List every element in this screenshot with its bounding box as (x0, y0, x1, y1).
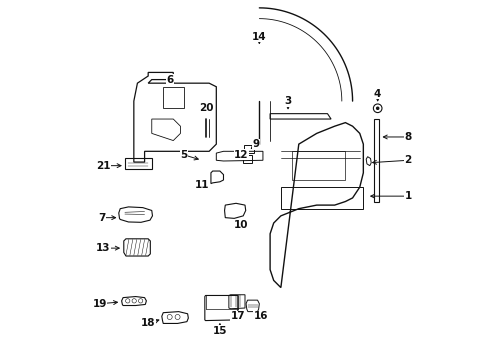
Text: 12: 12 (234, 150, 248, 160)
Text: 11: 11 (195, 180, 209, 190)
Text: 19: 19 (93, 299, 107, 309)
Text: 15: 15 (213, 325, 227, 336)
Text: 17: 17 (230, 311, 245, 321)
Text: 13: 13 (96, 243, 111, 253)
Text: 10: 10 (234, 220, 248, 230)
Text: 7: 7 (98, 213, 105, 222)
Circle shape (376, 107, 379, 110)
Text: 5: 5 (180, 150, 188, 160)
Text: 20: 20 (199, 103, 214, 113)
Text: 16: 16 (254, 311, 269, 321)
Text: 8: 8 (405, 132, 412, 142)
Text: 9: 9 (252, 139, 259, 149)
Text: 3: 3 (284, 96, 292, 106)
Text: 4: 4 (374, 89, 381, 99)
Text: 14: 14 (252, 32, 267, 41)
Text: 18: 18 (141, 319, 155, 328)
Text: 6: 6 (166, 75, 173, 85)
Text: 1: 1 (405, 191, 412, 201)
Text: 2: 2 (405, 155, 412, 165)
Text: 21: 21 (96, 161, 111, 171)
